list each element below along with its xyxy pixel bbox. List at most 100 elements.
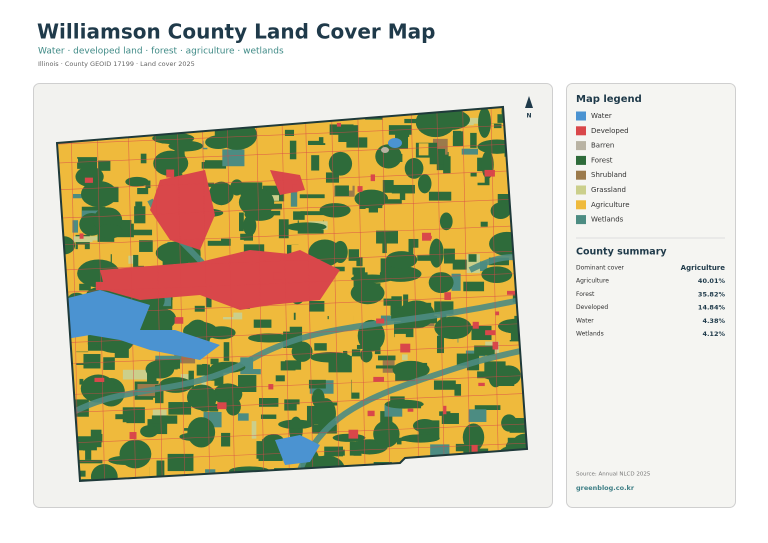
patch <box>442 428 461 442</box>
patch <box>221 432 231 447</box>
patch <box>211 423 232 435</box>
developed-area <box>150 170 215 250</box>
developed-patch <box>273 272 282 280</box>
patch <box>403 294 409 312</box>
developed-patch <box>348 429 359 439</box>
forest-patch <box>168 140 204 152</box>
legend-label: Forest <box>591 156 613 164</box>
patch <box>124 240 147 249</box>
forest-patch <box>412 419 437 433</box>
patch <box>258 449 283 461</box>
patch <box>92 240 101 253</box>
summary-value: Agriculture <box>681 264 726 272</box>
patch <box>137 461 150 479</box>
forest-patch <box>140 425 158 438</box>
developed-patch <box>367 410 375 417</box>
patch <box>417 255 434 261</box>
patch <box>213 248 226 257</box>
developed-patch <box>495 311 500 316</box>
patch <box>396 440 402 445</box>
patch <box>204 226 222 241</box>
road <box>57 124 527 145</box>
road <box>255 107 265 481</box>
patch <box>382 180 394 193</box>
patch <box>248 424 255 432</box>
patch <box>278 219 289 239</box>
legend-label: Shrubland <box>591 171 627 179</box>
patch <box>454 384 462 396</box>
patch <box>468 254 477 262</box>
forest-patch <box>319 203 351 218</box>
patch <box>238 375 257 392</box>
patch <box>278 454 283 460</box>
forest-patch <box>429 238 444 268</box>
patch <box>260 367 272 381</box>
patch <box>463 281 485 292</box>
road <box>176 107 186 481</box>
patch <box>325 172 340 183</box>
patch <box>137 187 149 195</box>
patch <box>382 242 387 254</box>
developed-patch <box>268 384 274 390</box>
summary-value: 40.01% <box>698 277 726 285</box>
patch <box>222 149 245 167</box>
patch <box>104 246 128 251</box>
patch <box>439 133 454 145</box>
developed-patch <box>357 186 363 192</box>
road <box>57 423 527 445</box>
patch <box>113 422 127 428</box>
summary-title: County summary <box>576 247 667 258</box>
summary-label: Agriculture <box>576 278 609 285</box>
patch <box>480 208 494 222</box>
forest-patch <box>404 157 424 179</box>
legend-swatch <box>576 141 586 151</box>
patch <box>377 355 396 361</box>
legend-swatch <box>576 126 586 136</box>
road <box>436 107 446 481</box>
developed-patch <box>407 408 414 412</box>
patch <box>103 357 115 370</box>
summary-value: 14.84% <box>698 304 726 312</box>
patch <box>111 251 129 266</box>
developed-patch <box>373 376 385 382</box>
summary-label: Developed <box>576 304 608 311</box>
patch <box>284 294 297 313</box>
patch <box>236 350 242 369</box>
legend-label: Developed <box>591 127 629 135</box>
developed-patch <box>376 318 385 324</box>
patch <box>239 212 244 232</box>
patch <box>471 325 492 341</box>
road <box>154 107 163 481</box>
patch <box>351 349 361 357</box>
patch <box>282 367 287 383</box>
stream <box>58 297 521 423</box>
developed-patch <box>471 444 478 452</box>
patch <box>201 160 227 169</box>
legend-swatch <box>576 170 586 180</box>
road <box>281 107 290 481</box>
forest-patch <box>153 150 189 177</box>
legend-label: Water <box>591 112 612 120</box>
patch <box>205 469 216 473</box>
road <box>201 107 211 481</box>
patch <box>139 240 153 252</box>
developed-patch <box>292 184 298 193</box>
forest-patch <box>428 272 454 294</box>
patch <box>188 445 209 463</box>
patch <box>330 174 349 185</box>
meta: Illinois · County GEOID 17199 · Land cov… <box>38 60 195 68</box>
summary-label: Forest <box>576 291 595 298</box>
patch <box>168 361 178 370</box>
patch <box>496 413 505 421</box>
patch <box>122 407 145 424</box>
legend-title: Map legend <box>576 94 642 105</box>
patch <box>509 332 527 342</box>
patch <box>346 137 368 148</box>
forest-patch <box>481 266 513 283</box>
patch <box>418 143 429 156</box>
patch <box>87 343 104 351</box>
patch <box>217 310 234 318</box>
patch <box>474 345 495 356</box>
patch <box>399 432 409 436</box>
